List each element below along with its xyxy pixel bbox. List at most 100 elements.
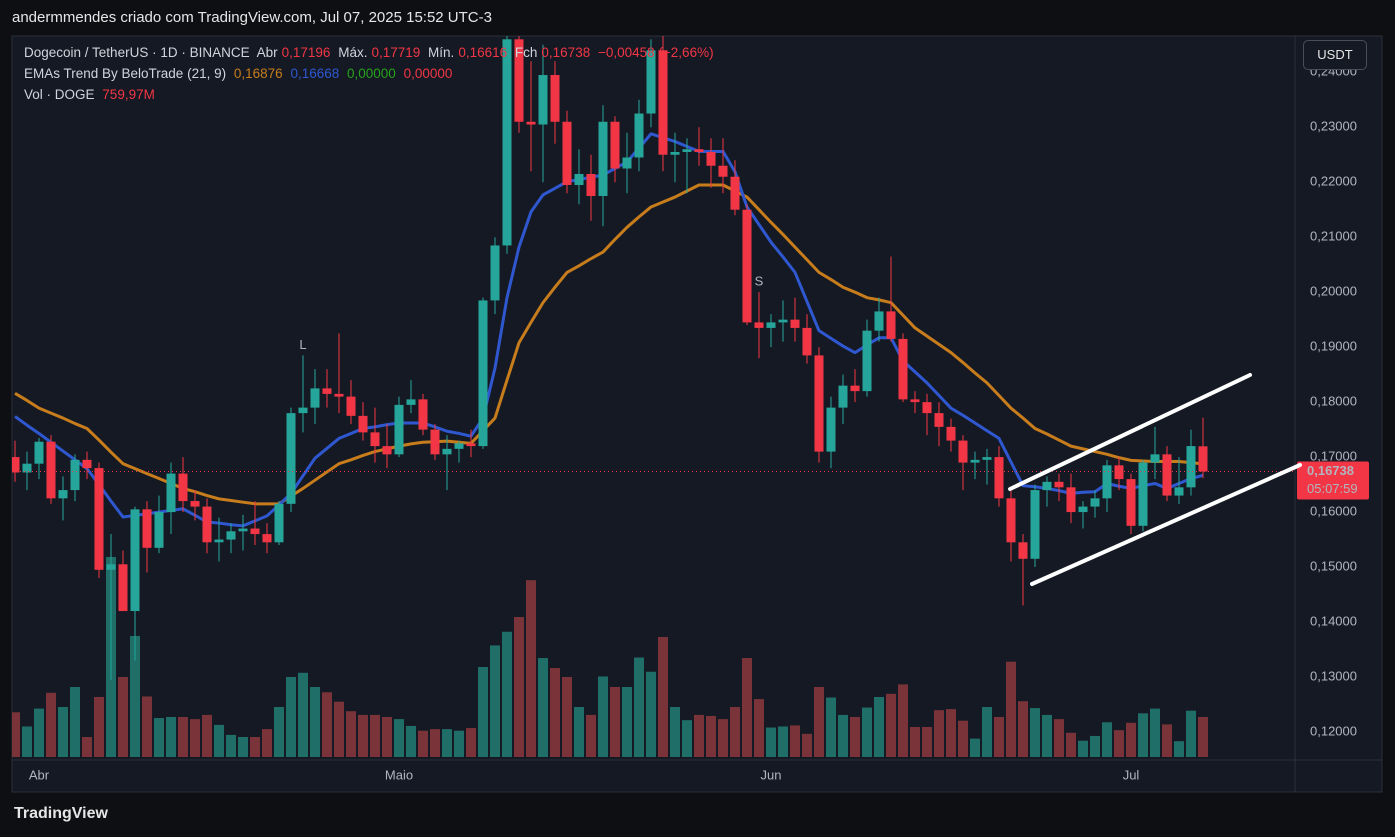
volume-bar: [526, 580, 536, 757]
close-value: 0,16738: [541, 45, 591, 60]
volume-bar: [562, 677, 572, 757]
candle-body: [250, 528, 260, 535]
volume-bar: [598, 676, 608, 757]
candle-body: [526, 121, 536, 125]
candle-body: [670, 151, 680, 155]
x-tick-label: Jul: [1123, 767, 1140, 782]
brand: TradingView: [14, 805, 108, 822]
candle-body: [658, 50, 668, 155]
high-value: 0,17719: [371, 45, 421, 60]
volume-bar: [70, 687, 80, 757]
candle-body: [322, 388, 332, 394]
candle-body: [994, 457, 1004, 499]
candle-body: [202, 506, 212, 543]
low-label: Mín.: [428, 45, 455, 60]
candle-body: [1102, 465, 1112, 499]
volume-bar: [310, 687, 320, 757]
volume-bar: [538, 658, 548, 757]
candle-body: [514, 39, 524, 122]
candle-body: [694, 149, 704, 152]
candle-body: [562, 121, 572, 185]
candle-body: [82, 459, 92, 469]
candle-body: [94, 468, 104, 570]
volume-bar: [874, 697, 884, 757]
volume-bar: [730, 707, 740, 757]
volume-bar: [130, 635, 140, 757]
candle-body: [538, 75, 548, 125]
volume-bar: [22, 726, 32, 757]
candle-body: [1078, 506, 1088, 513]
volume-bar: [286, 677, 296, 757]
volume-bar: [922, 727, 932, 757]
y-tick-label: 0,14000: [1310, 613, 1357, 628]
candle-body: [790, 319, 800, 328]
candle-body: [106, 564, 116, 570]
ema-value: 0,16876: [233, 66, 283, 81]
volume-bar: [12, 712, 20, 757]
legend-volume: Vol · DOGE 759,97M: [24, 87, 159, 102]
low-value: 0,16616: [458, 45, 508, 60]
volume-bar: [586, 714, 596, 757]
volume-bar: [718, 719, 728, 757]
overlay: [1008, 373, 1302, 586]
volume-bar: [1162, 724, 1172, 757]
candle-body: [70, 459, 80, 491]
candle-body: [718, 165, 728, 177]
signal-label: L: [299, 337, 306, 352]
candle-body: [1174, 487, 1184, 496]
y-tick-label: 0,19000: [1310, 339, 1357, 354]
candle-body: [646, 50, 656, 114]
candle-body: [274, 503, 284, 543]
y-tick-label: 0,12000: [1310, 723, 1357, 738]
volume-bar: [226, 734, 236, 757]
volume-bar: [370, 714, 380, 757]
volume-bar: [478, 667, 488, 757]
candle-body: [358, 415, 368, 433]
volume-bar: [178, 717, 188, 757]
candle-body: [502, 39, 512, 246]
volume-bar: [466, 728, 476, 757]
volume-bar: [706, 715, 716, 757]
candle-body: [58, 490, 68, 499]
volume-bar: [154, 718, 164, 757]
candle-body: [1198, 446, 1208, 472]
candle-body: [946, 426, 956, 441]
candle-body: [766, 322, 776, 328]
open-value: 0,17196: [281, 45, 331, 60]
candle-body: [418, 399, 428, 430]
volume-bar: [1018, 701, 1028, 757]
volume-bar: [634, 657, 644, 757]
candle-body: [334, 393, 344, 397]
volume-bar: [1054, 719, 1064, 757]
candle-body: [214, 539, 224, 543]
volume-bar: [298, 672, 308, 757]
legend-indicator: EMAs Trend By BeloTrade (21, 9) 0,16876 …: [24, 66, 456, 81]
volume-bar: [646, 671, 656, 757]
volume-bar: [898, 684, 908, 757]
change-value: −0,00458 (−2,66%): [597, 45, 714, 60]
candle-body: [346, 396, 356, 416]
volume-bar: [694, 714, 704, 757]
candle-body: [958, 440, 968, 463]
candle-body: [298, 407, 308, 414]
candle-body: [394, 404, 404, 455]
candle-body: [178, 473, 188, 502]
candle-body: [1126, 479, 1136, 526]
volume-value: 759,97M: [102, 87, 155, 102]
volume-bar: [610, 687, 620, 757]
volume-bar: [802, 733, 812, 757]
candle-body: [850, 385, 860, 392]
volume-bar: [394, 719, 404, 757]
currency-button[interactable]: USDT: [1303, 40, 1367, 70]
volume-bar: [334, 701, 344, 757]
candle-body: [370, 432, 380, 447]
open-label: Abr: [256, 45, 278, 60]
candle-body: [826, 407, 836, 452]
chart-panel: [11, 35, 1383, 793]
trend-line-lower: [1030, 463, 1302, 586]
volume-bar: [490, 645, 500, 757]
candle-body: [874, 311, 884, 331]
candle-body: [478, 300, 488, 447]
high-label: Máx.: [338, 45, 368, 60]
candle-body: [598, 121, 608, 196]
